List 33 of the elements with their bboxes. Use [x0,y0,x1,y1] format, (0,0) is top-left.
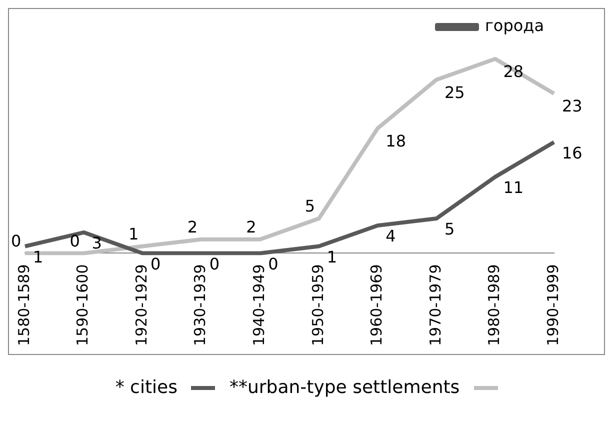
x-tick-label: 1590-1600 [74,264,92,346]
x-tick-label: 1950-1959 [308,264,327,346]
data-label: 5 [304,196,316,216]
data-label: 28 [503,62,524,82]
data-label: 0 [150,254,161,274]
data-label: 18 [386,131,406,150]
data-label: 0 [268,254,278,274]
legend-label: города [484,16,544,36]
data-label: 11 [503,178,524,198]
data-label: 0 [209,254,220,274]
x-tick-label: 1920-1929 [132,264,150,346]
data-label: 23 [562,96,582,116]
data-label: 2 [246,218,256,237]
data-label: 5 [444,220,455,239]
data-label: 0 [11,231,22,250]
text: * cities [115,377,178,398]
x-tick-label: 1930-1939 [191,264,210,346]
x-tick-label: 1940-1949 [250,264,268,346]
data-label: 25 [444,82,465,102]
x-tick-label: 1960-1969 [368,264,386,346]
data-label: 4 [386,226,396,246]
data-label: 1 [33,247,44,266]
x-tick-label: 1580-1589 [14,264,33,346]
data-label: 1 [326,247,338,266]
data-label: 2 [187,218,198,237]
data-label: 0 [70,231,80,250]
data-label: 16 [562,143,582,162]
x-tick-label: 1980-1989 [485,264,504,346]
x-tick-label: 1970-1979 [426,264,444,346]
text: **urban-type settlements [229,377,460,398]
x-tick-label: 1990-1999 [544,264,562,346]
data-label: 1 [128,224,139,244]
data-label: 3 [92,234,102,253]
